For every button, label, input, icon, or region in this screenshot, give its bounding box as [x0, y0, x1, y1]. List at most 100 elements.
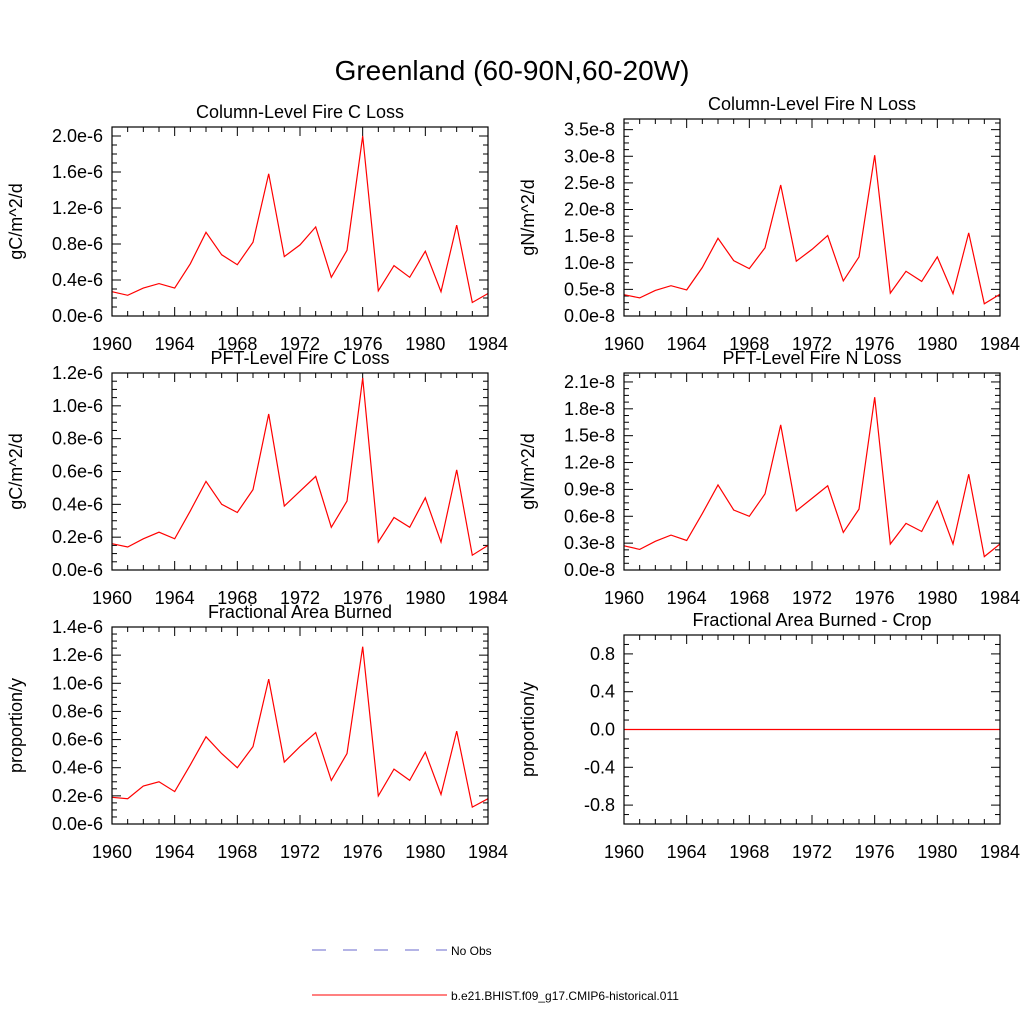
- series-line: [111, 377, 489, 557]
- y-tick-label: -0.4: [584, 757, 615, 777]
- y-tick-label: 0.8e-6: [52, 429, 103, 449]
- chart-panel: PFT-Level Fire N Loss gN/m^2/d 1960 1964 196…: [518, 348, 1020, 608]
- chart-title: Fractional Area Burned - Crop: [692, 610, 931, 630]
- chart-title: Fractional Area Burned: [208, 602, 392, 622]
- y-tick-label: 0.2e-6: [52, 786, 103, 806]
- y-axis-label: gC/m^2/d: [6, 183, 26, 259]
- chart-panel: Fractional Area Burned - Crop proportion/…: [518, 610, 1020, 862]
- y-axis-label: proportion/y: [518, 682, 538, 777]
- x-tick-label: 1964: [667, 588, 707, 608]
- x-tick-label: 1964: [155, 588, 195, 608]
- y-tick-label: 1.0e-8: [564, 253, 615, 273]
- y-tick-label: 0.0e-8: [564, 560, 615, 580]
- plot-frame: [623, 372, 1001, 571]
- x-tick-label: 1980: [405, 334, 445, 354]
- y-tick-label: 0.8e-6: [52, 701, 103, 721]
- x-tick-label: 1960: [92, 334, 132, 354]
- x-tick-label: 1960: [604, 334, 644, 354]
- y-tick-label: 2.0e-6: [52, 126, 103, 146]
- x-tick-label: 1964: [155, 842, 195, 862]
- x-tick-label: 1960: [92, 842, 132, 862]
- chart-panel: Column-Level Fire C Loss gC/m^2/d 1960 1964…: [6, 102, 508, 354]
- x-tick-label: 1980: [405, 842, 445, 862]
- x-tick-label: 1976: [343, 588, 383, 608]
- chart-title: PFT-Level Fire C Loss: [210, 348, 389, 368]
- y-tick-label: 1.5e-8: [564, 426, 615, 446]
- x-tick-label: 1960: [604, 842, 644, 862]
- y-axis-label: gN/m^2/d: [518, 433, 538, 509]
- x-tick-label: 1968: [729, 334, 769, 354]
- x-tick-label: 1976: [855, 334, 895, 354]
- x-tick-label: 1984: [980, 588, 1020, 608]
- y-tick-label: 1.8e-8: [564, 399, 615, 419]
- x-tick-label: 1964: [155, 334, 195, 354]
- y-tick-label: 3.0e-8: [564, 146, 615, 166]
- chart-title: Column-Level Fire N Loss: [708, 94, 916, 114]
- x-tick-label: 1968: [729, 588, 769, 608]
- x-tick-label: 1968: [217, 842, 257, 862]
- y-tick-label: 0.0e-6: [52, 814, 103, 834]
- x-tick-label: 1968: [217, 334, 257, 354]
- x-tick-label: 1980: [917, 334, 957, 354]
- y-tick-label: 0.0e-6: [52, 306, 103, 326]
- x-tick-label: 1980: [917, 588, 957, 608]
- page-title: Greenland (60-90N,60-20W): [335, 55, 690, 86]
- x-tick-label: 1984: [980, 334, 1020, 354]
- x-tick-label: 1968: [217, 588, 257, 608]
- y-tick-label: 0.8: [590, 644, 615, 664]
- chart-title: Column-Level Fire C Loss: [196, 102, 404, 122]
- x-tick-label: 1972: [792, 588, 832, 608]
- chart-panel: PFT-Level Fire C Loss gC/m^2/d 1960 1964 196…: [6, 348, 508, 608]
- legend-label: No Obs: [451, 944, 492, 958]
- x-tick-label: 1980: [917, 842, 957, 862]
- y-tick-label: 1.2e-6: [52, 198, 103, 218]
- y-tick-label: 0.8e-6: [52, 234, 103, 254]
- y-tick-label: 2.0e-8: [564, 200, 615, 220]
- y-tick-label: 0.4: [590, 682, 615, 702]
- chart-panel: Column-Level Fire N Loss gN/m^2/d 1960 1964…: [518, 94, 1020, 354]
- y-tick-label: 0.2e-6: [52, 527, 103, 547]
- x-tick-label: 1984: [468, 334, 508, 354]
- y-tick-label: 1.6e-6: [52, 162, 103, 182]
- x-tick-label: 1984: [468, 588, 508, 608]
- plot-frame: [111, 372, 489, 571]
- y-axis-label: gC/m^2/d: [6, 433, 26, 509]
- x-tick-label: 1972: [280, 334, 320, 354]
- x-tick-label: 1960: [92, 588, 132, 608]
- y-axis-label: proportion/y: [6, 678, 26, 773]
- x-tick-label: 1976: [343, 842, 383, 862]
- y-tick-label: 0.0e-6: [52, 560, 103, 580]
- series-line: [111, 646, 489, 809]
- series-line: [111, 135, 489, 304]
- x-tick-label: 1984: [468, 842, 508, 862]
- y-tick-label: 0.6e-6: [52, 730, 103, 750]
- y-tick-label: 0.4e-6: [52, 494, 103, 514]
- y-tick-label: 1.0e-6: [52, 396, 103, 416]
- y-tick-label: 1.2e-6: [52, 645, 103, 665]
- y-tick-label: 0.6e-6: [52, 462, 103, 482]
- x-tick-label: 1972: [792, 842, 832, 862]
- x-tick-label: 1976: [855, 842, 895, 862]
- y-axis-label: gN/m^2/d: [518, 179, 538, 255]
- chart-panels: Column-Level Fire C Loss gC/m^2/d 1960 1964…: [6, 94, 1020, 862]
- plot-frame: [111, 626, 489, 825]
- y-tick-label: 1.2e-8: [564, 453, 615, 473]
- y-tick-label: 1.0e-6: [52, 673, 103, 693]
- y-tick-label: 3.5e-8: [564, 120, 615, 140]
- x-tick-label: 1972: [280, 588, 320, 608]
- x-tick-label: 1964: [667, 842, 707, 862]
- x-tick-label: 1984: [980, 842, 1020, 862]
- chart-panel: Fractional Area Burned proportion/y 1960 19…: [6, 602, 508, 862]
- chart-title: PFT-Level Fire N Loss: [722, 348, 901, 368]
- x-tick-label: 1972: [792, 334, 832, 354]
- x-tick-label: 1972: [280, 842, 320, 862]
- x-tick-label: 1964: [667, 334, 707, 354]
- plot-frame: [623, 118, 1001, 317]
- y-tick-label: 0.4e-6: [52, 270, 103, 290]
- y-tick-label: 2.1e-8: [564, 372, 615, 392]
- x-tick-label: 1980: [405, 588, 445, 608]
- legend: No Obs b.e21.BHIST.f09_g17.CMIP6-historic…: [312, 944, 679, 1003]
- plot-frame: [623, 634, 1001, 825]
- y-tick-label: 0.0e-8: [564, 306, 615, 326]
